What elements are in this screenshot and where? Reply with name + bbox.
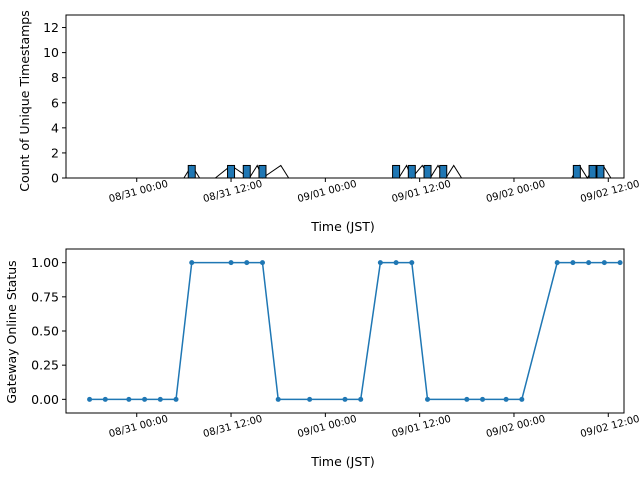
y-tick-label: 0.00 bbox=[31, 392, 59, 407]
data-point bbox=[570, 260, 576, 266]
bar bbox=[407, 164, 416, 179]
data-point bbox=[87, 396, 93, 402]
data-point bbox=[601, 260, 607, 266]
data-point bbox=[393, 260, 399, 266]
data-point bbox=[480, 396, 486, 402]
bar bbox=[187, 164, 196, 179]
data-point bbox=[358, 396, 364, 402]
data-point bbox=[409, 260, 415, 266]
data-point bbox=[425, 396, 431, 402]
data-point bbox=[102, 396, 108, 402]
y-tick-label: 10 bbox=[43, 45, 59, 60]
bar bbox=[572, 164, 581, 179]
data-point bbox=[157, 396, 163, 402]
bar bbox=[258, 164, 267, 179]
data-point bbox=[189, 260, 195, 266]
data-point bbox=[126, 396, 132, 402]
bar bbox=[423, 164, 432, 179]
data-point bbox=[307, 396, 313, 402]
y-tick-label: 1.00 bbox=[31, 255, 59, 270]
y-tick-label: 0.25 bbox=[31, 358, 59, 373]
bar bbox=[242, 164, 251, 179]
y-tick-label: 2 bbox=[51, 145, 59, 160]
bottom-y-axis-label: Gateway Online Status bbox=[4, 260, 19, 403]
data-point bbox=[259, 260, 265, 266]
data-point bbox=[464, 396, 470, 402]
bar bbox=[439, 164, 448, 179]
top-x-axis-label: Time (JST) bbox=[310, 219, 375, 234]
bar bbox=[588, 164, 597, 179]
y-tick-label: 4 bbox=[51, 120, 59, 135]
y-tick-label: 0.75 bbox=[31, 289, 59, 304]
line-marks bbox=[87, 260, 623, 402]
y-tick-label: 12 bbox=[43, 20, 59, 35]
data-point bbox=[503, 396, 509, 402]
bottom-x-axis-label: Time (JST) bbox=[310, 454, 375, 469]
plot-frame bbox=[65, 14, 625, 179]
data-point bbox=[586, 260, 592, 266]
y-tick-label: 6 bbox=[51, 95, 59, 110]
bar bbox=[392, 164, 401, 179]
bar bbox=[227, 164, 236, 179]
y-tick-label: 8 bbox=[51, 70, 59, 85]
y-tick-label: 0.50 bbox=[31, 324, 59, 339]
data-point bbox=[275, 396, 281, 402]
data-point bbox=[519, 396, 525, 402]
data-point bbox=[377, 260, 383, 266]
data-point bbox=[554, 260, 560, 266]
y-tick-label: 0 bbox=[51, 171, 59, 186]
data-point bbox=[617, 260, 623, 266]
bar bbox=[596, 164, 605, 179]
data-point bbox=[142, 396, 148, 402]
data-point bbox=[228, 260, 234, 266]
data-point bbox=[244, 260, 250, 266]
data-point bbox=[173, 396, 179, 402]
data-point bbox=[342, 396, 348, 402]
top-y-axis-label: Count of Unique Timestamps bbox=[17, 10, 32, 191]
